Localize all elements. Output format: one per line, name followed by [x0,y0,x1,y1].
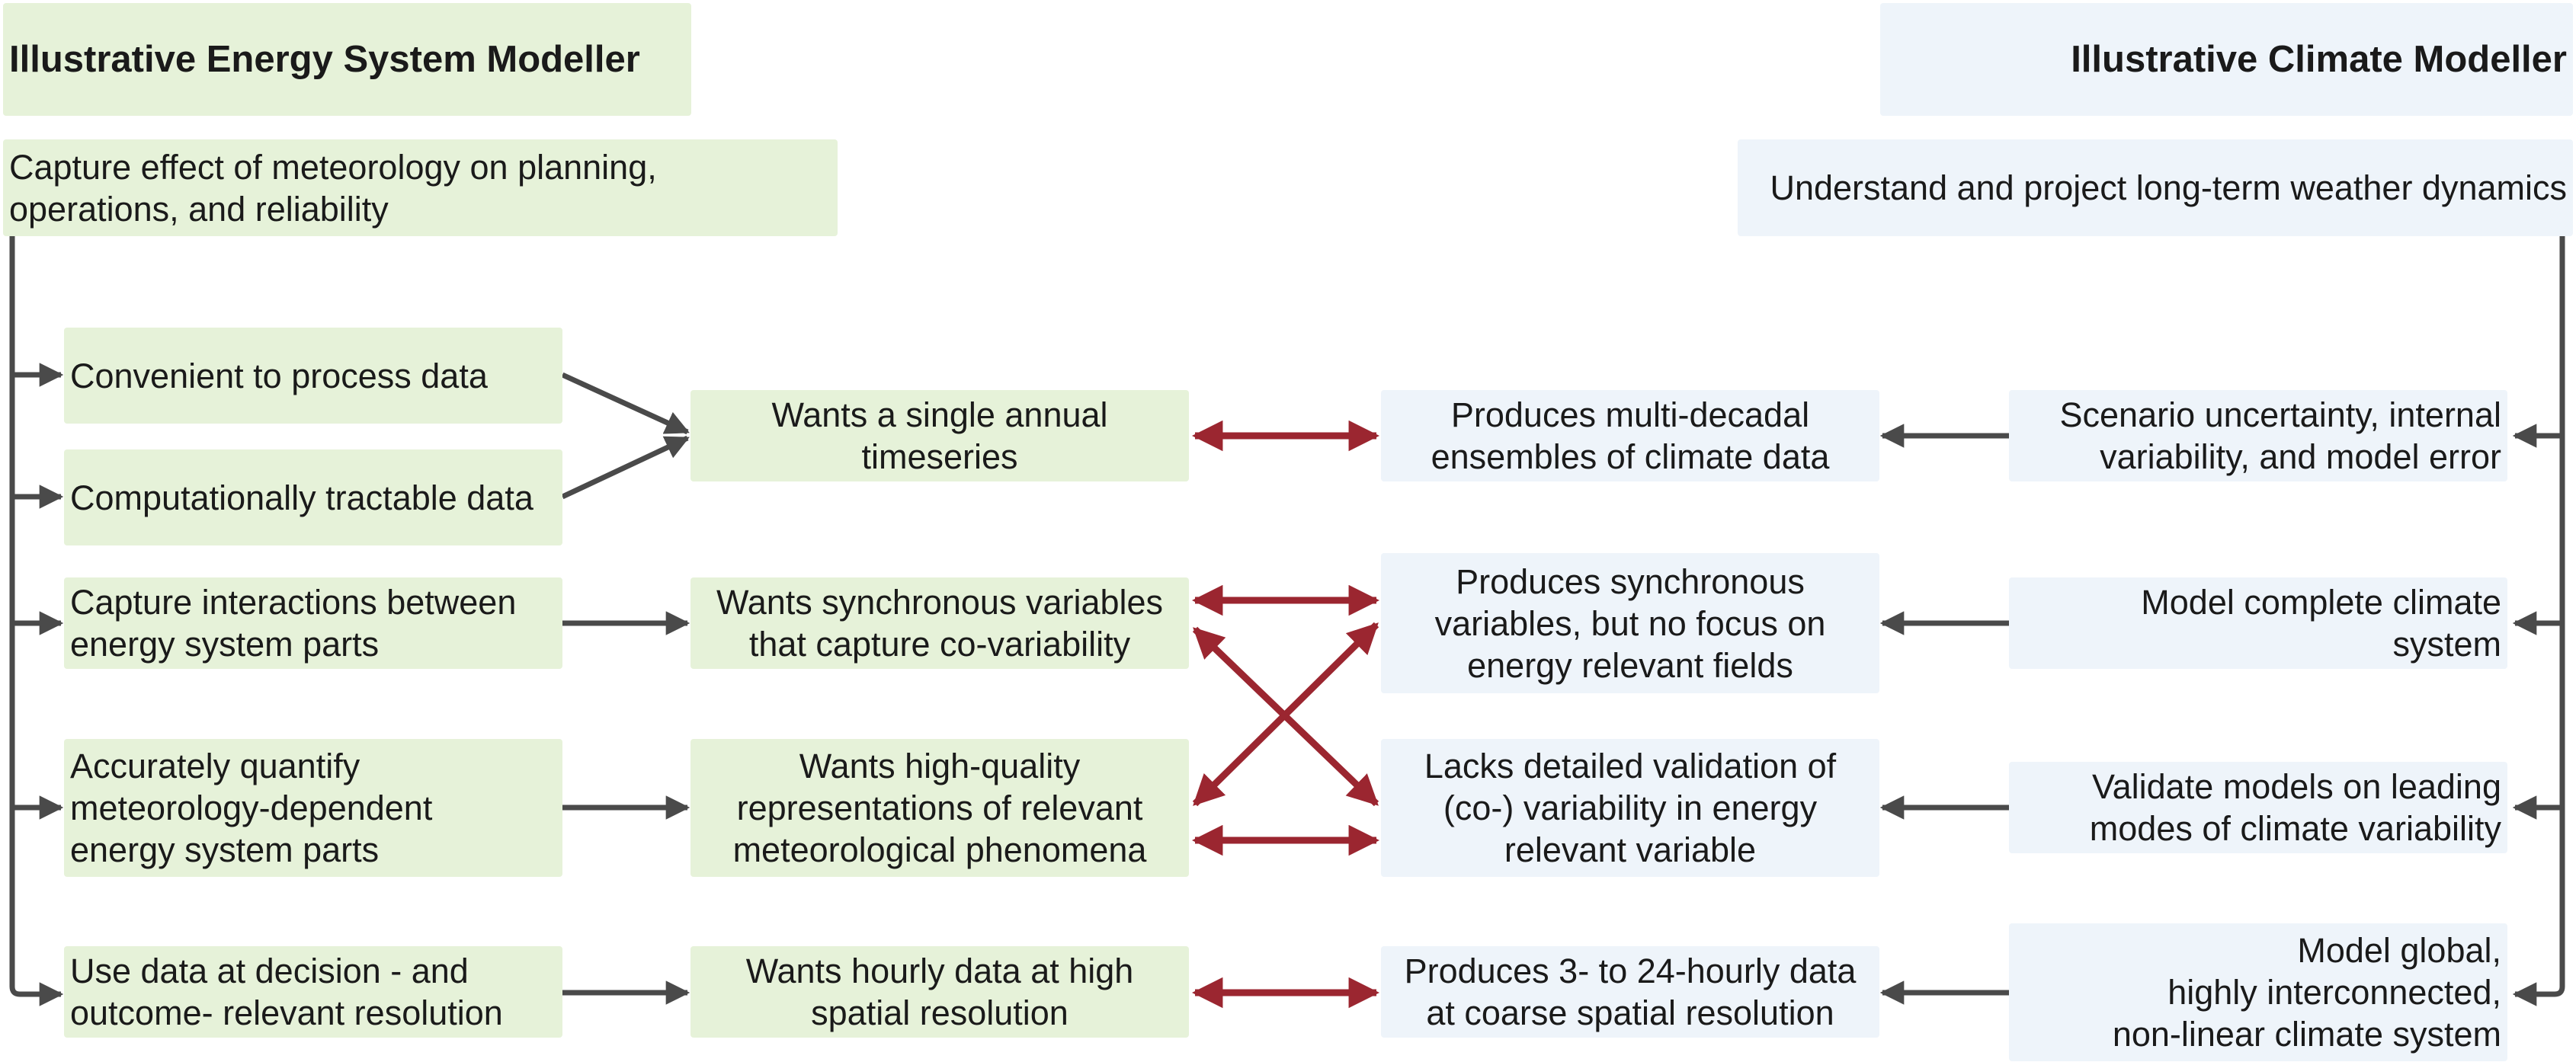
energy-goal-box: Capture effect of meteorology on plannin… [3,139,838,236]
energy-goal-text: Capture effect of meteorology on plannin… [9,147,657,229]
need-box-2: Computationally tractable data [64,449,562,545]
driver-box-2: Model complete climate system [2009,577,2507,669]
need1-to-want1 [561,372,690,435]
want-text-1: Wants a single annual timeseries [771,395,1108,476]
need-box-4: Accurately quantify meteorology-dependen… [64,739,562,877]
want-text-4: Wants hourly data at high spatial resolu… [745,952,1134,1032]
climate-modeller-title: Illustrative Climate Modeller [2071,39,2567,80]
want-box-4: Wants hourly data at high spatial resolu… [690,946,1189,1038]
produce-text-4: Produces 3- to 24-hourly data at coarse … [1404,952,1857,1032]
need-text-4: Accurately quantify meteorology-dependen… [70,747,433,869]
energy-trunk-line [9,236,64,1006]
driver-text-2: Model complete climate system [2141,583,2501,664]
want-box-3: Wants high-quality representations of re… [690,739,1189,877]
produce-box-1: Produces multi-decadal ensembles of clim… [1381,390,1879,481]
climate-goal-text: Understand and project long-term weather… [1770,168,2567,207]
need-text-2: Computationally tractable data [70,478,533,517]
driver-box-4: Model global, highly interconnected, non… [2009,923,2507,1061]
climate-trunk-line [2512,236,2565,1006]
want-box-1: Wants a single annual timeseries [690,390,1189,481]
energy-modeller-title: Illustrative Energy System Modeller [9,39,640,80]
want-box-2: Wants synchronous variables that capture… [690,577,1189,669]
mismatch-arrow-cross-b [1192,622,1379,807]
want-text-2: Wants synchronous variables that capture… [716,583,1164,664]
climate-goal-box: Understand and project long-term weather… [1738,139,2573,236]
produce-text-3: Lacks detailed validation of (co-) varia… [1424,747,1837,869]
produce-box-3: Lacks detailed validation of (co-) varia… [1381,739,1879,877]
want-text-3: Wants high-quality representations of re… [732,747,1147,869]
driver-box-3: Validate models on leading modes of clim… [2009,762,2507,853]
produce-box-2: Produces synchronous variables, but no f… [1381,553,1879,693]
driver-text-1: Scenario uncertainty, internal variabili… [2059,395,2502,476]
need-box-3: Capture interactions between energy syst… [64,577,562,669]
driver-text-3: Validate models on leading modes of clim… [2089,767,2501,848]
energy-modeller-title-box: Illustrative Energy System Modeller [3,3,691,116]
climate-modeller-title-box: Illustrative Climate Modeller [1880,3,2573,116]
need-text-3: Capture interactions between energy syst… [70,583,517,664]
need-text-5: Use data at decision - and outcome- rele… [70,952,503,1032]
need2-to-want1 [561,435,690,500]
need-text-1: Convenient to process data [70,356,488,395]
produce-text-1: Produces multi-decadal ensembles of clim… [1431,395,1830,476]
driver-text-4: Model global, highly interconnected, non… [2112,931,2501,1054]
need-box-5: Use data at decision - and outcome- rele… [64,946,562,1038]
driver-box-1: Scenario uncertainty, internal variabili… [2009,390,2507,481]
produce-box-4: Produces 3- to 24-hourly data at coarse … [1381,946,1879,1038]
need-box-1: Convenient to process data [64,328,562,424]
produce-text-2: Produces synchronous variables, but no f… [1434,561,1826,685]
